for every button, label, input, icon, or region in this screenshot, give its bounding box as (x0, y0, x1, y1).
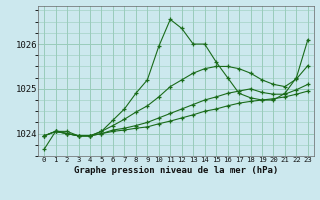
X-axis label: Graphe pression niveau de la mer (hPa): Graphe pression niveau de la mer (hPa) (74, 166, 278, 175)
